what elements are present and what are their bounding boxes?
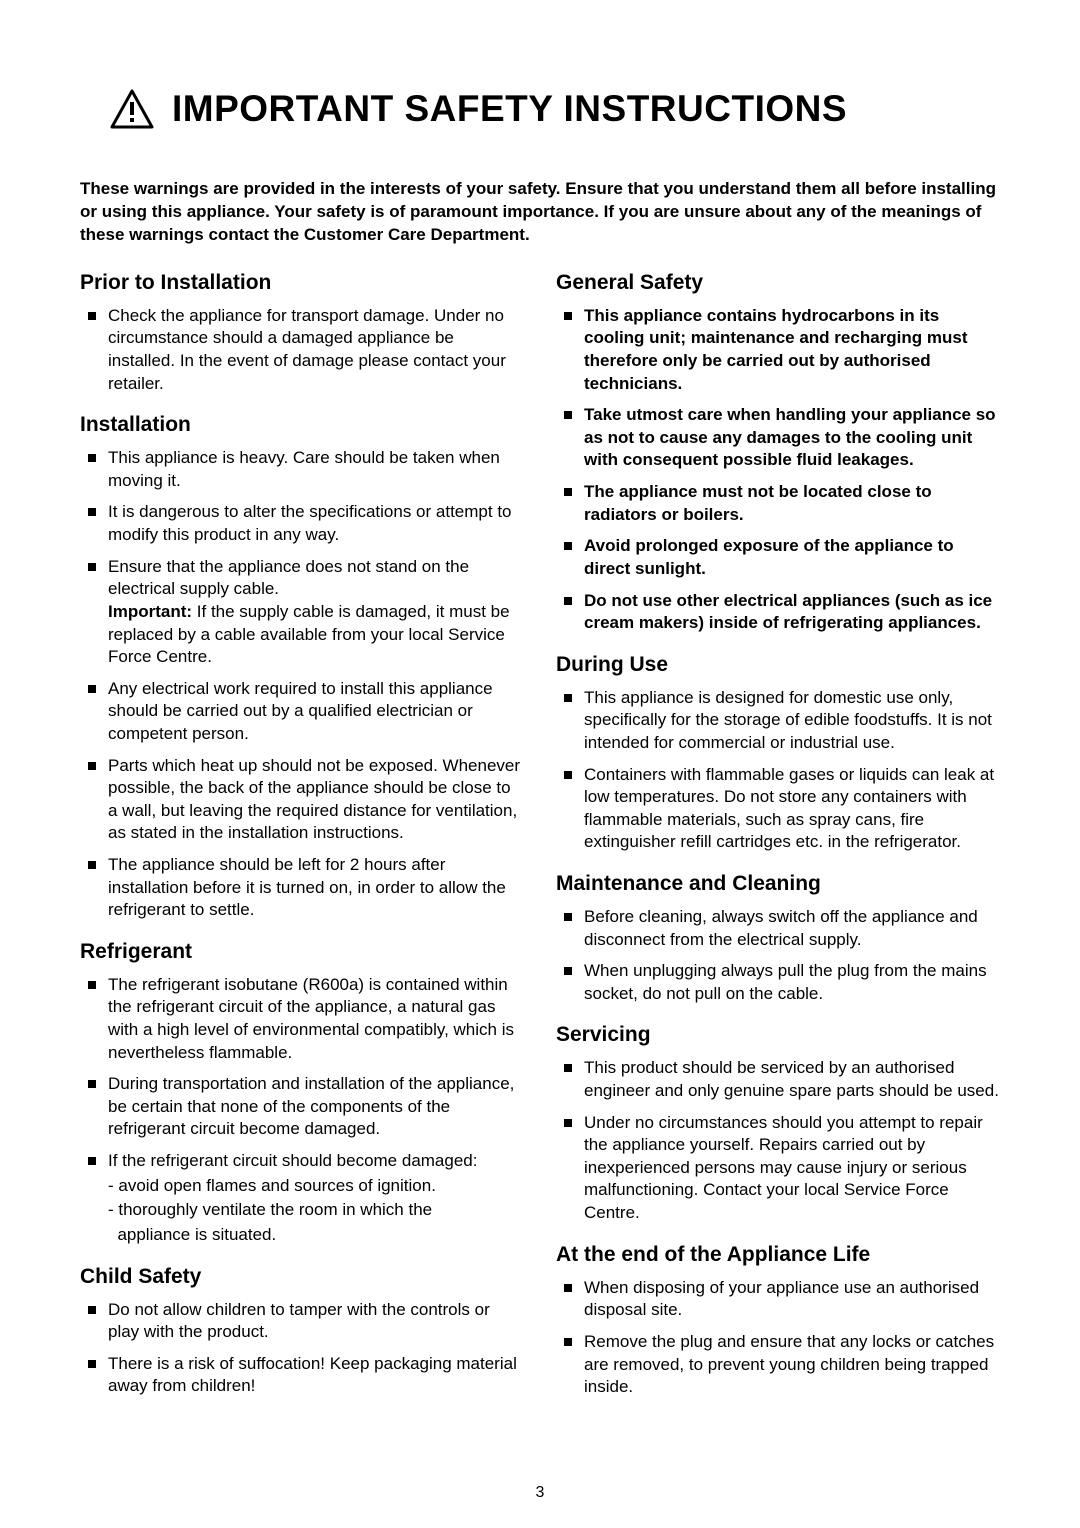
list-item: Do not allow children to tamper with the… <box>80 1299 524 1344</box>
warning-icon <box>110 89 154 129</box>
list-item: Containers with flammable gases or liqui… <box>556 764 1000 854</box>
title-row: IMPORTANT SAFETY INSTRUCTIONS <box>110 88 1000 130</box>
list-item: If the refrigerant circuit should become… <box>80 1150 524 1246</box>
list-item: Remove the plug and ensure that any lock… <box>556 1331 1000 1399</box>
page-number: 3 <box>0 1484 1080 1502</box>
section-child-list: Do not allow children to tamper with the… <box>80 1299 524 1398</box>
section-installation-title: Installation <box>80 413 524 437</box>
list-item: Check the appliance for transport damage… <box>80 305 524 395</box>
list-item: This appliance is designed for domestic … <box>556 687 1000 755</box>
list-item: This appliance contains hydrocarbons in … <box>556 305 1000 395</box>
list-item: It is dangerous to alter the specificati… <box>80 501 524 546</box>
list-item: Before cleaning, always switch off the a… <box>556 906 1000 951</box>
section-during-title: During Use <box>556 653 1000 677</box>
sub-line: - thoroughly ventilate the room in which… <box>108 1199 524 1222</box>
section-maintenance-list: Before cleaning, always switch off the a… <box>556 906 1000 1005</box>
section-installation-list: This appliance is heavy. Care should be … <box>80 447 524 922</box>
columns: Prior to Installation Check the applianc… <box>80 271 1000 1408</box>
list-item: This product should be serviced by an au… <box>556 1057 1000 1102</box>
section-refrigerant-title: Refrigerant <box>80 940 524 964</box>
section-refrigerant-list: The refrigerant isobutane (R600a) is con… <box>80 974 524 1247</box>
list-item: Any electrical work required to install … <box>80 678 524 746</box>
left-column: Prior to Installation Check the applianc… <box>80 271 524 1408</box>
list-item: Ensure that the appliance does not stand… <box>80 556 524 669</box>
page-title: IMPORTANT SAFETY INSTRUCTIONS <box>172 88 847 130</box>
list-item: The appliance should be left for 2 hours… <box>80 854 524 922</box>
intro-text: These warnings are provided in the inter… <box>80 178 1000 247</box>
list-item: When unplugging always pull the plug fro… <box>556 960 1000 1005</box>
sub-line: - avoid open flames and sources of ignit… <box>108 1175 524 1198</box>
sub-line: appliance is situated. <box>108 1224 524 1247</box>
section-maintenance-title: Maintenance and Cleaning <box>556 872 1000 896</box>
section-during-list: This appliance is designed for domestic … <box>556 687 1000 854</box>
list-item-text: If the refrigerant circuit should become… <box>108 1151 477 1170</box>
list-item: The appliance must not be located close … <box>556 481 1000 526</box>
list-item: Do not use other electrical appliances (… <box>556 590 1000 635</box>
list-item-text: Ensure that the appliance does not stand… <box>108 557 469 599</box>
list-item: There is a risk of suffocation! Keep pac… <box>80 1353 524 1398</box>
list-item: Take utmost care when handling your appl… <box>556 404 1000 472</box>
section-endlife-title: At the end of the Appliance Life <box>556 1243 1000 1267</box>
list-item: Parts which heat up should not be expose… <box>80 755 524 845</box>
list-item: Under no circumstances should you attemp… <box>556 1112 1000 1225</box>
important-label: Important: <box>108 602 192 621</box>
list-item: When disposing of your appliance use an … <box>556 1277 1000 1322</box>
list-item: The refrigerant isobutane (R600a) is con… <box>80 974 524 1064</box>
section-child-title: Child Safety <box>80 1265 524 1289</box>
page-root: IMPORTANT SAFETY INSTRUCTIONS These warn… <box>0 0 1080 1528</box>
section-servicing-title: Servicing <box>556 1023 1000 1047</box>
section-prior-title: Prior to Installation <box>80 271 524 295</box>
list-item: This appliance is heavy. Care should be … <box>80 447 524 492</box>
list-item: Avoid prolonged exposure of the applianc… <box>556 535 1000 580</box>
right-column: General Safety This appliance contains h… <box>556 271 1000 1408</box>
section-prior-list: Check the appliance for transport damage… <box>80 305 524 395</box>
section-general-title: General Safety <box>556 271 1000 295</box>
section-general-list: This appliance contains hydrocarbons in … <box>556 305 1000 635</box>
section-servicing-list: This product should be serviced by an au… <box>556 1057 1000 1224</box>
list-item: During transportation and installation o… <box>80 1073 524 1141</box>
section-endlife-list: When disposing of your appliance use an … <box>556 1277 1000 1399</box>
